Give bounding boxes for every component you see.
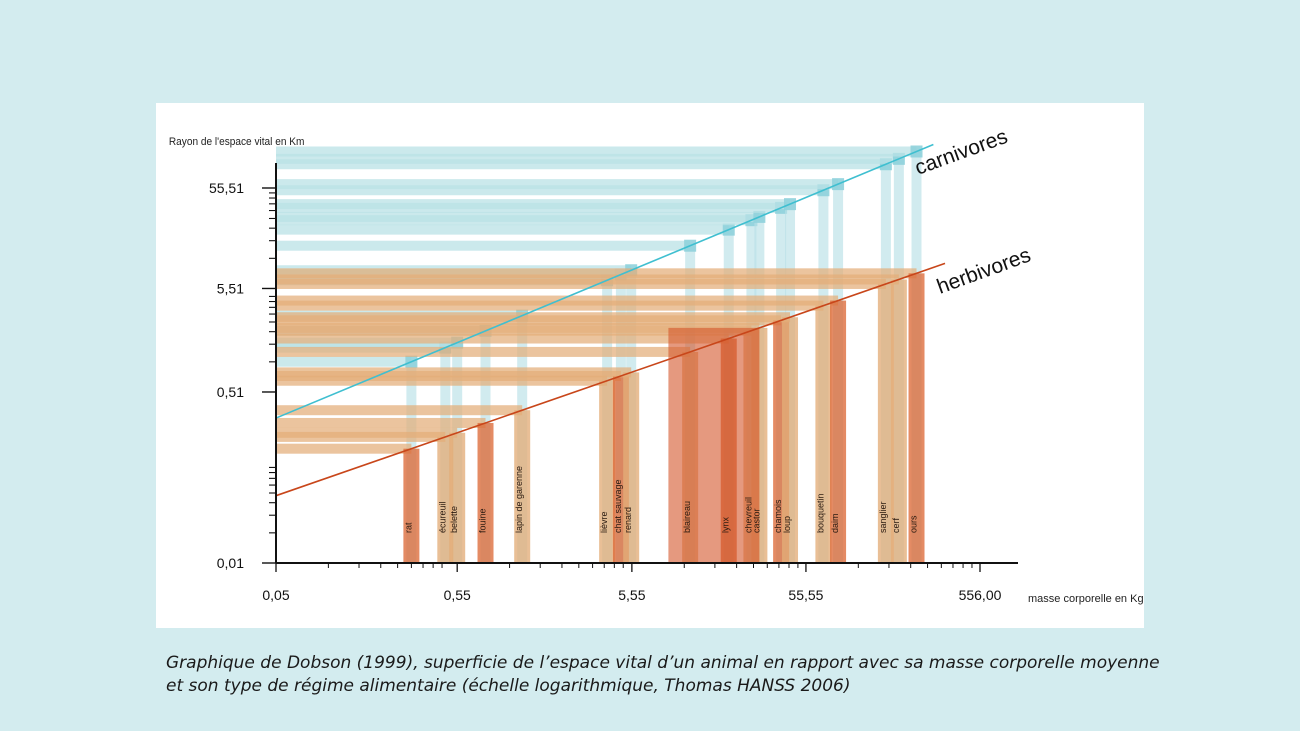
carnivore-band-h [276,240,691,251]
x-tick-label: 0,05 [262,587,289,603]
animal-label: sanglier [878,501,888,533]
x-axis-label: masse corporelle en Kg [1028,593,1144,605]
carnivore-band-h [276,199,791,210]
herbivore-band-h [276,322,760,333]
herbivore-band-v [890,279,907,563]
animal-labels: rat écureuil belette fouine lapin de garenne… [403,466,918,533]
x-tick-label: 0,55 [444,587,471,603]
series-line-herbivores [275,262,946,497]
animal-label: renard [623,507,633,533]
herbivore-band-v [599,380,616,563]
animal-label: écureuil [437,501,447,533]
carnivore-band-h [276,159,886,170]
series-label-herbivores: herbivores [934,244,1034,299]
animal-label: chat sauvage [613,479,623,533]
carnivore-band-h [276,224,729,235]
regression-lines [275,143,946,497]
animal-label: ours [909,515,919,533]
animal-label: castor [751,508,761,533]
animal-label: lynx [721,516,731,533]
herbivore-band-v [477,422,494,563]
herbivore-band-v [815,305,832,563]
animal-label: daim [830,513,840,533]
carnivore-band-h [276,179,839,190]
herbivore-band-v [782,317,799,563]
animal-label: chamois [773,499,783,533]
axes [275,163,1018,564]
series-line-carnivores [275,143,934,419]
herbivore-band-h [276,346,691,357]
x-tick-label: 556,00 [959,587,1002,603]
herbivore-band-v [449,432,466,563]
y-tick-label: 0,01 [217,555,244,571]
herbivore-core-block [668,327,760,563]
animal-label: loup [782,516,792,533]
figure-caption: Graphique de Dobson (1999), superficie d… [166,652,1166,698]
herbivore-band-h [276,274,899,285]
chart-figure: 0,01 0,51 5,51 55,51 0,05 0,55 5,55 55,55 556,00… [156,103,1144,628]
chart-svg: 0,01 0,51 5,51 55,51 0,05 0,55 5,55 55,55 556,00… [169,125,1144,605]
herbivore-band-h [276,312,791,323]
herbivore-band-v [623,372,640,563]
herbivore-band-h [276,300,824,311]
animal-label: cerf [891,517,901,533]
x-tick-label: 5,55 [618,587,645,603]
caption-line-1: Graphique de Dobson (1999), superficie d… [166,653,1160,673]
tick-marks: 0,01 0,51 5,51 55,51 0,05 0,55 5,55 55,55 556,00 [209,180,1002,603]
carnivore-band-h [276,146,917,157]
herbivore-band-h [276,417,486,428]
herbivore-band-h [276,333,729,344]
herbivore-band-v [908,273,925,563]
herbivore-band-v [403,448,420,563]
carnivore-band-h [276,185,824,196]
y-tick-label: 5,51 [217,280,244,296]
caption-line-2: et son type de régime alimentaire (échel… [166,676,851,696]
animal-label: chevreuil [743,497,753,533]
animal-label: lièvre [599,511,609,533]
animal-label: lapin de garenne [514,466,524,533]
carnivore-band-h [276,153,899,164]
y-tick-label: 0,51 [217,384,244,400]
carnivore-band-h [276,356,412,367]
herbivore-band-h [276,443,412,454]
herbivore-band-v [514,410,531,563]
y-tick-label: 55,51 [209,180,244,196]
herbivore-band-h [276,405,523,416]
herbivore-band-v [830,300,847,563]
carnivore-band-h [276,211,760,222]
y-axis-label: Rayon de l'espace vital en Km [169,136,305,148]
animal-label: belette [449,506,459,533]
animal-label: fouine [478,508,488,533]
animal-label: bouquetin [815,493,825,533]
series-label-carnivores: carnivores [912,125,1011,180]
animal-label: rat [403,522,413,533]
herbivore-band-h [276,268,917,279]
animal-label: blaireau [682,501,692,533]
x-tick-label: 55,55 [788,587,823,603]
herbivore-band-h [276,367,632,378]
herbivore-band-v [877,283,894,563]
herbivore-band-h [276,427,458,438]
